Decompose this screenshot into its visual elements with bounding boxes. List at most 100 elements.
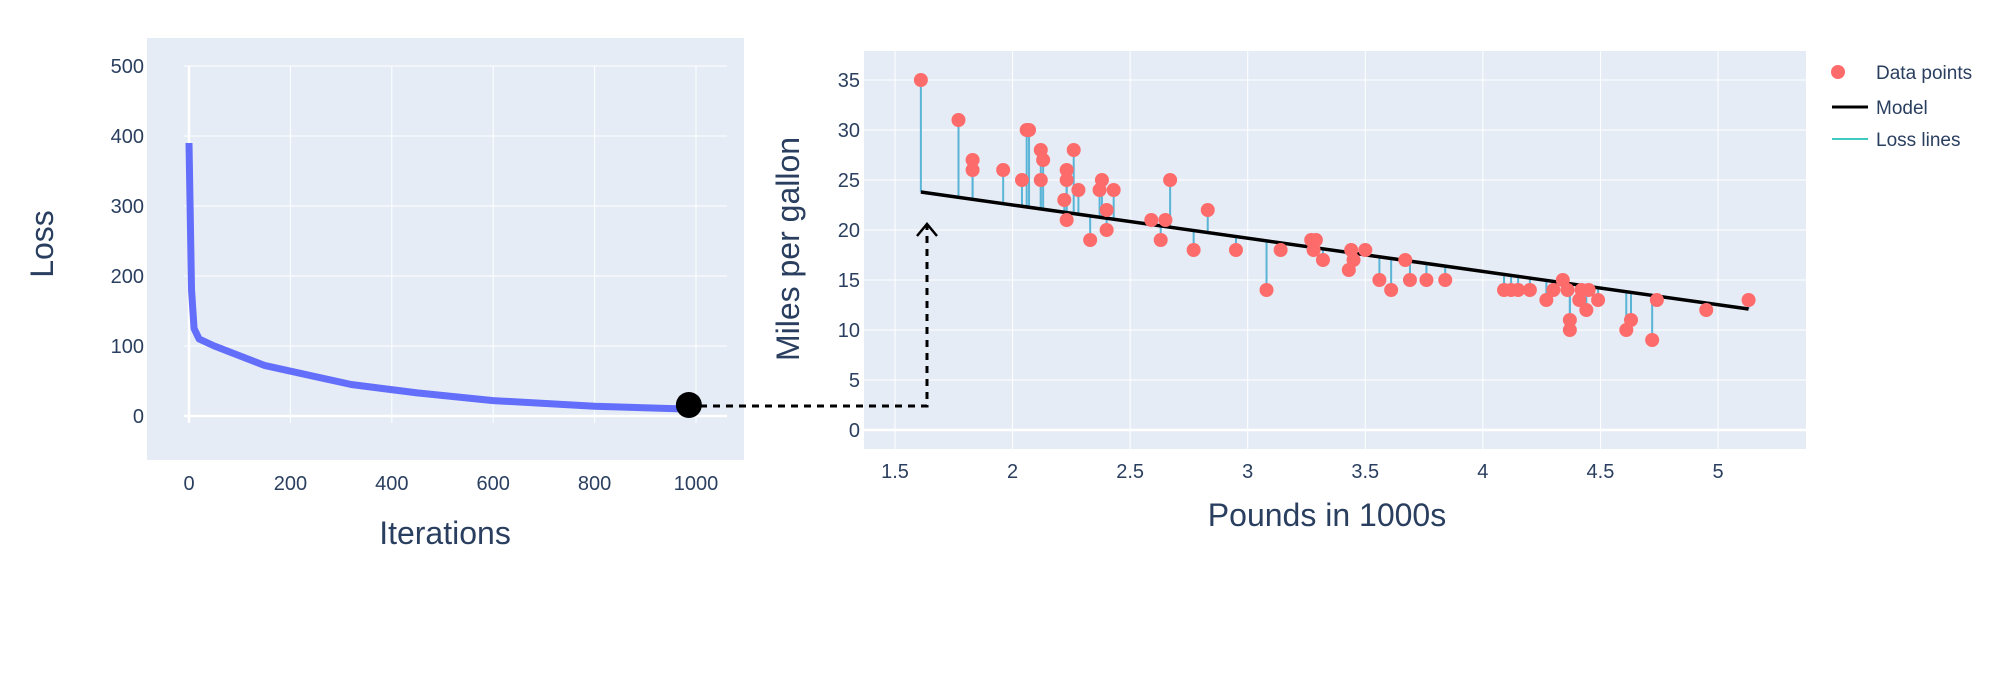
loss-curve xyxy=(185,142,686,413)
loss-y-tick-label: 400 xyxy=(111,126,144,148)
dashed-connector xyxy=(700,226,929,408)
loss-x-axis-title: Iterations xyxy=(379,515,511,551)
legend-data-points[interactable]: Data points xyxy=(1876,63,1972,84)
data-point xyxy=(1057,193,1072,207)
data-point xyxy=(996,163,1011,177)
loss-y-tick-label: 500 xyxy=(111,56,144,78)
loss-y-tick-label: 200 xyxy=(111,266,144,288)
data-point xyxy=(1066,143,1081,157)
data-point xyxy=(1315,253,1330,267)
data-point xyxy=(965,163,980,177)
loss-y-tick-label: 300 xyxy=(111,196,144,218)
loss-x-tick-label: 0 xyxy=(183,473,194,495)
data-point xyxy=(1099,223,1114,237)
data-point xyxy=(951,113,966,127)
loss-y-tick-label: 100 xyxy=(111,336,144,358)
data-point xyxy=(1083,233,1098,247)
data-point xyxy=(1741,293,1756,307)
data-point xyxy=(1384,283,1399,297)
data-point xyxy=(1438,273,1453,287)
data-point xyxy=(1273,243,1288,257)
data-point xyxy=(1546,283,1561,297)
legend: Data points Model Loss lines xyxy=(1831,63,1972,151)
data-point xyxy=(1402,273,1417,287)
data-point xyxy=(1228,243,1243,257)
data-point xyxy=(1306,243,1321,257)
loss-x-tick-label: 200 xyxy=(274,473,307,495)
regression-x-tick-label: 3.5 xyxy=(1351,461,1379,483)
regression-y-tick-label: 35 xyxy=(838,70,860,92)
data-point xyxy=(1346,253,1361,267)
regression-x-tick-label: 1.5 xyxy=(881,461,909,483)
data-point xyxy=(1649,293,1664,307)
data-point xyxy=(913,73,928,87)
loss-plot-background xyxy=(147,38,744,460)
regression-x-tick-label: 4.5 xyxy=(1587,461,1615,483)
data-point xyxy=(1158,213,1173,227)
data-point xyxy=(1033,173,1048,187)
regression-y-axis-title: Miles per gallon xyxy=(770,137,806,361)
data-point xyxy=(1560,283,1575,297)
loss-x-tick-label: 1000 xyxy=(674,473,719,495)
regression-x-tick-label: 4 xyxy=(1477,461,1488,483)
loss-x-tick-label: 400 xyxy=(375,473,408,495)
data-point xyxy=(1163,173,1178,187)
regression-y-tick-label: 5 xyxy=(849,370,860,392)
data-point xyxy=(1372,273,1387,287)
regression-y-tick-label: 30 xyxy=(838,120,860,142)
regression-x-tick-label: 3 xyxy=(1242,461,1253,483)
loss-chart: 0 200 400 600 800 1000 0 100 200 300 400 500 Iterat… xyxy=(24,38,744,551)
data-point xyxy=(1186,243,1201,257)
data-point xyxy=(1562,323,1577,337)
legend-loss-lines[interactable]: Loss lines xyxy=(1876,130,1961,151)
data-point xyxy=(1623,313,1638,327)
regression-y-tick-label: 0 xyxy=(849,420,860,442)
data-point xyxy=(1645,333,1660,347)
data-point xyxy=(1059,173,1074,187)
data-point xyxy=(1059,163,1074,177)
data-point xyxy=(1539,293,1554,307)
data-point xyxy=(1562,313,1577,327)
regression-y-tick-label: 10 xyxy=(838,320,860,342)
data-point xyxy=(1014,173,1029,187)
regression-x-axis-title: Pounds in 1000s xyxy=(1208,497,1446,533)
data-point xyxy=(1106,183,1121,197)
regression-chart: 1.5 2 2.5 3 3.5 4 4.5 5 0 5 10 15 20 25 30 35 Pounds in… xyxy=(770,51,1972,533)
data-point xyxy=(1591,293,1606,307)
data-point xyxy=(1419,273,1434,287)
legend-points-swatch xyxy=(1831,65,1845,79)
model-line xyxy=(920,190,1749,311)
arrowhead-icon xyxy=(916,222,938,237)
regression-x-tick-label: 5 xyxy=(1712,461,1723,483)
data-point xyxy=(965,153,980,167)
data-point xyxy=(1094,173,1109,187)
data-point xyxy=(1036,153,1051,167)
data-point xyxy=(1358,243,1373,257)
data-point xyxy=(1153,233,1168,247)
data-point xyxy=(1200,203,1215,217)
final-loss-marker xyxy=(675,392,702,418)
connector-arrow xyxy=(675,222,938,418)
data-point xyxy=(1522,283,1537,297)
data-point xyxy=(1579,303,1594,317)
data-point xyxy=(1398,253,1413,267)
regression-x-tick-label: 2.5 xyxy=(1116,461,1144,483)
data-point xyxy=(1511,283,1526,297)
data-point xyxy=(1099,203,1114,217)
regression-y-tick-label: 20 xyxy=(838,220,860,242)
legend-model[interactable]: Model xyxy=(1876,98,1928,119)
regression-y-tick-label: 15 xyxy=(838,270,860,292)
data-point xyxy=(1144,213,1159,227)
data-point xyxy=(1699,303,1714,317)
data-point xyxy=(1071,183,1086,197)
loss-x-tick-label: 600 xyxy=(477,473,510,495)
regression-y-tick-label: 25 xyxy=(838,170,860,192)
loss-y-axis-title: Loss xyxy=(24,210,60,278)
regression-x-tick-label: 2 xyxy=(1007,461,1018,483)
data-point xyxy=(1581,283,1596,297)
data-point xyxy=(1022,123,1037,137)
data-point xyxy=(1259,283,1274,297)
loss-y-tick-label: 0 xyxy=(133,406,144,428)
data-point xyxy=(1059,213,1074,227)
